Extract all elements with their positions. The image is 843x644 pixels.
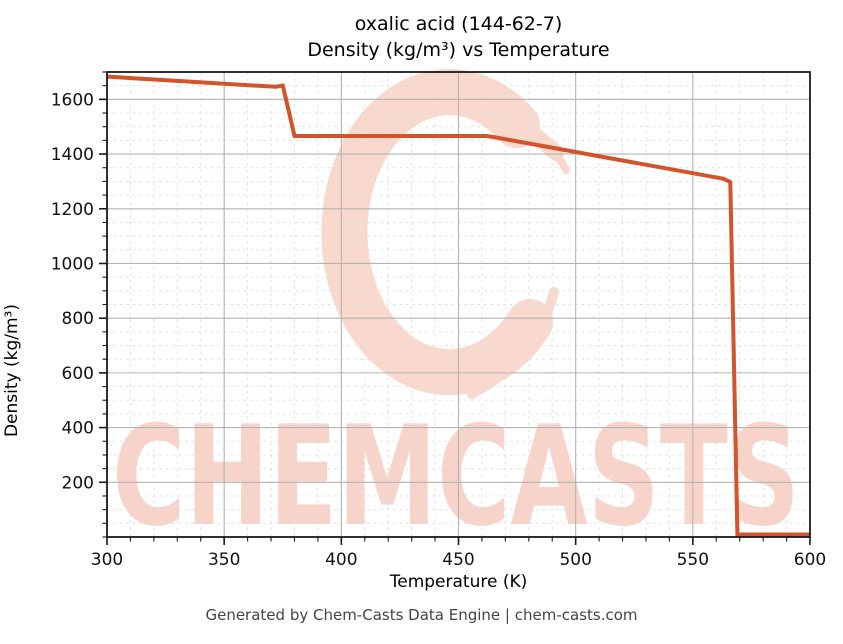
y-tick-label: 1400	[51, 145, 94, 165]
y-tick-label: 1200	[51, 200, 94, 220]
grid-major	[107, 72, 810, 537]
x-tick-label: 550	[677, 550, 709, 570]
footer-credit: Generated by Chem-Casts Data Engine | ch…	[205, 606, 638, 624]
x-tick-label: 450	[442, 550, 474, 570]
chemcasts-swoosh-top-icon	[382, 97, 564, 161]
x-tick-label: 500	[559, 550, 591, 570]
chart-title-line1: oxalic acid (144-62-7)	[354, 13, 563, 35]
chart-title: oxalic acid (144-62-7) Density (kg/m³) v…	[107, 11, 810, 63]
y-tick-label: 200	[62, 473, 94, 493]
watermark-text: CHEMCASTS	[112, 396, 800, 557]
y-tick-label: 400	[62, 419, 94, 439]
y-tick-label: 800	[62, 309, 94, 329]
y-tick-labels: 200 400 600 800 1000 1200 1400 1600	[51, 90, 94, 493]
chart-title-line2: Density (kg/m³) vs Temperature	[307, 39, 610, 61]
density-curve	[106, 74, 810, 537]
chemcasts-swoosh-top2-icon	[428, 91, 570, 174]
x-tick-label: 400	[325, 550, 357, 570]
y-tick-label: 1000	[51, 254, 94, 274]
watermark: CHEMCASTS	[112, 69, 800, 557]
x-tick-label: 600	[794, 550, 826, 570]
x-axis-label: Temperature (K)	[389, 572, 528, 592]
x-tick-label: 350	[208, 550, 240, 570]
y-tick-label: 600	[62, 364, 94, 384]
chemcasts-swoosh-inner-icon	[467, 287, 559, 399]
ticks	[99, 71, 811, 545]
series-density-line	[106, 74, 810, 537]
x-tick-labels: 300 350 400 450 500 550 600	[91, 550, 826, 570]
y-tick-label: 1600	[51, 90, 94, 110]
x-tick-label: 300	[91, 550, 123, 570]
